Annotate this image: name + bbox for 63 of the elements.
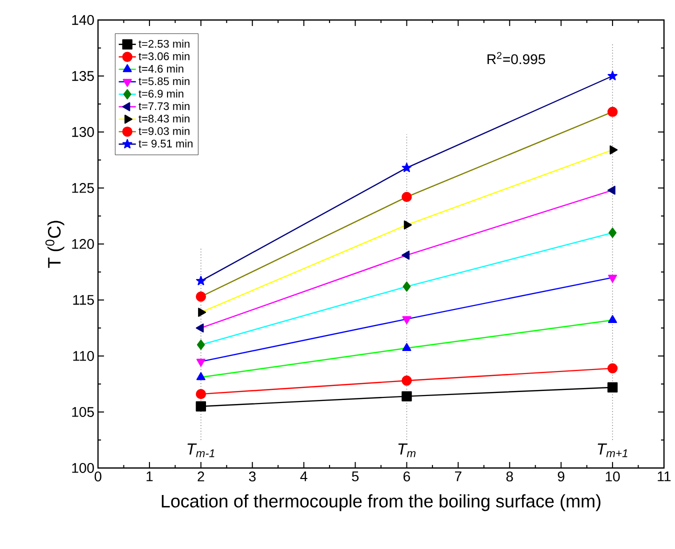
- point: [608, 315, 618, 323]
- point: [402, 192, 412, 202]
- y-tick-label: 135: [72, 71, 94, 81]
- legend-label: t=4.6 min: [138, 64, 184, 73]
- x-tick-label: 5: [352, 472, 359, 482]
- point: [196, 292, 206, 302]
- y-tick-label: 105: [72, 407, 94, 417]
- point: [607, 186, 616, 195]
- x-tick-label: 1: [146, 472, 153, 482]
- point: [402, 316, 412, 324]
- point: [404, 220, 412, 230]
- point: [607, 106, 618, 117]
- point: [402, 250, 410, 260]
- point: [196, 372, 206, 380]
- y-tick-label: 120: [72, 239, 94, 249]
- x-axis-title: Location of thermocouple from the boiling surface (mm): [162, 494, 600, 512]
- ref-line-label: T$_{m+1}$: [598, 444, 628, 458]
- x-tick-label: 3: [249, 472, 256, 482]
- ref-line-label: T$_{m-1}$: [188, 444, 214, 458]
- point: [608, 70, 618, 80]
- x-tick-label: 10: [606, 472, 620, 482]
- point: [402, 391, 412, 402]
- x-tick-label: 8: [506, 472, 513, 482]
- legend-label: t=8.43 min: [138, 114, 190, 123]
- y-tick-label: 110: [73, 351, 94, 361]
- point: [607, 382, 618, 392]
- legend-label: t=2.53 min: [138, 40, 190, 48]
- point: [198, 308, 206, 317]
- legend-label: t=5.85 min: [138, 77, 190, 86]
- point: [402, 376, 412, 386]
- legend-label: t=7.73 min: [138, 102, 190, 110]
- x-tick-label: 2: [198, 472, 204, 482]
- point: [196, 401, 206, 412]
- y-tick-label: 140: [72, 15, 94, 25]
- y-axis-title: T ($^{0}$C): [45, 220, 64, 268]
- point: [402, 343, 412, 351]
- x-tick-label: 9: [558, 472, 564, 482]
- point: [196, 276, 206, 286]
- y-tick-label: 100: [72, 463, 94, 473]
- point: [196, 340, 205, 350]
- point: [196, 388, 206, 400]
- point: [610, 145, 618, 154]
- legend-label: t= 9.51 min: [138, 139, 192, 148]
- legend-label: t=6.9 min: [138, 90, 184, 98]
- x-tick-label: 11: [658, 472, 671, 482]
- annotation: R$^{2}$=0.995: [488, 52, 546, 64]
- x-tick-label: 7: [455, 472, 462, 482]
- x-tick-label: 6: [404, 472, 410, 482]
- ref-line-label: T$_{m}$: [398, 444, 416, 458]
- point: [196, 358, 206, 367]
- x-tick-label: 0: [94, 472, 102, 482]
- point: [196, 323, 204, 332]
- point: [608, 228, 617, 238]
- y-tick-label: 130: [72, 127, 94, 137]
- x-tick-label: 4: [300, 472, 308, 482]
- legend-label: t=3.06 min: [138, 52, 190, 60]
- point: [608, 274, 618, 283]
- y-tick-label: 125: [72, 183, 94, 193]
- point: [607, 363, 618, 374]
- y-tick-label: 115: [73, 295, 94, 305]
- legend-label: t=9.03 min: [138, 126, 190, 136]
- point: [402, 162, 412, 172]
- point: [402, 281, 411, 292]
